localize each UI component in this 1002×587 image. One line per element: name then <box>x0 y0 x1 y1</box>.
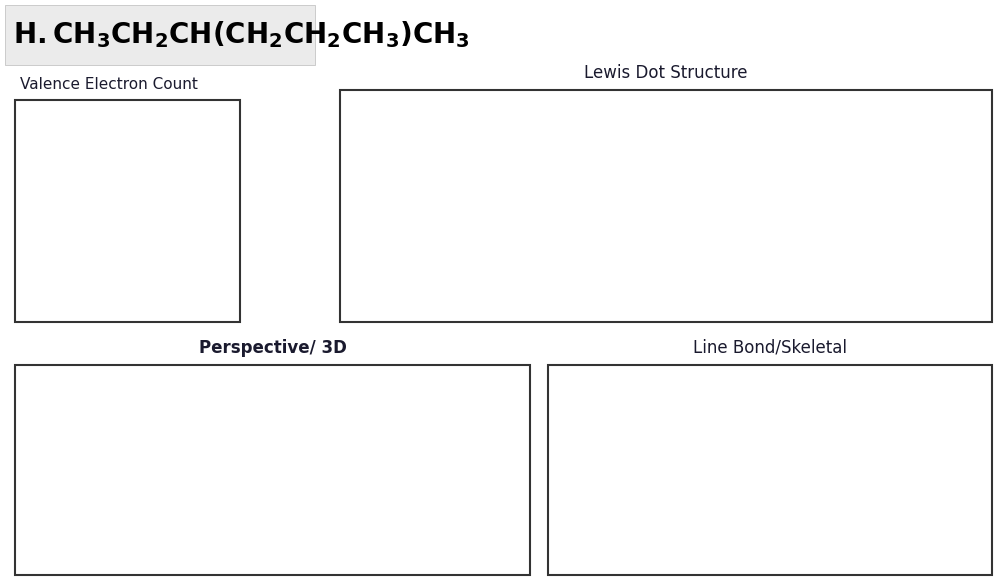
Bar <box>547 365 991 575</box>
Text: Perspective/ 3D: Perspective/ 3D <box>198 339 346 357</box>
Bar <box>5 5 315 65</box>
Bar <box>15 100 239 322</box>
Bar <box>340 90 991 322</box>
Text: Line Bond/Skeletal: Line Bond/Skeletal <box>692 339 846 357</box>
Text: Valence Electron Count: Valence Electron Count <box>20 77 197 92</box>
Text: Lewis Dot Structure: Lewis Dot Structure <box>584 64 747 82</box>
Bar <box>15 365 529 575</box>
Text: $\mathbf{H.CH_3CH_2CH(CH_2CH_2CH_3)CH_3}$: $\mathbf{H.CH_3CH_2CH(CH_2CH_2CH_3)CH_3}… <box>13 19 470 50</box>
